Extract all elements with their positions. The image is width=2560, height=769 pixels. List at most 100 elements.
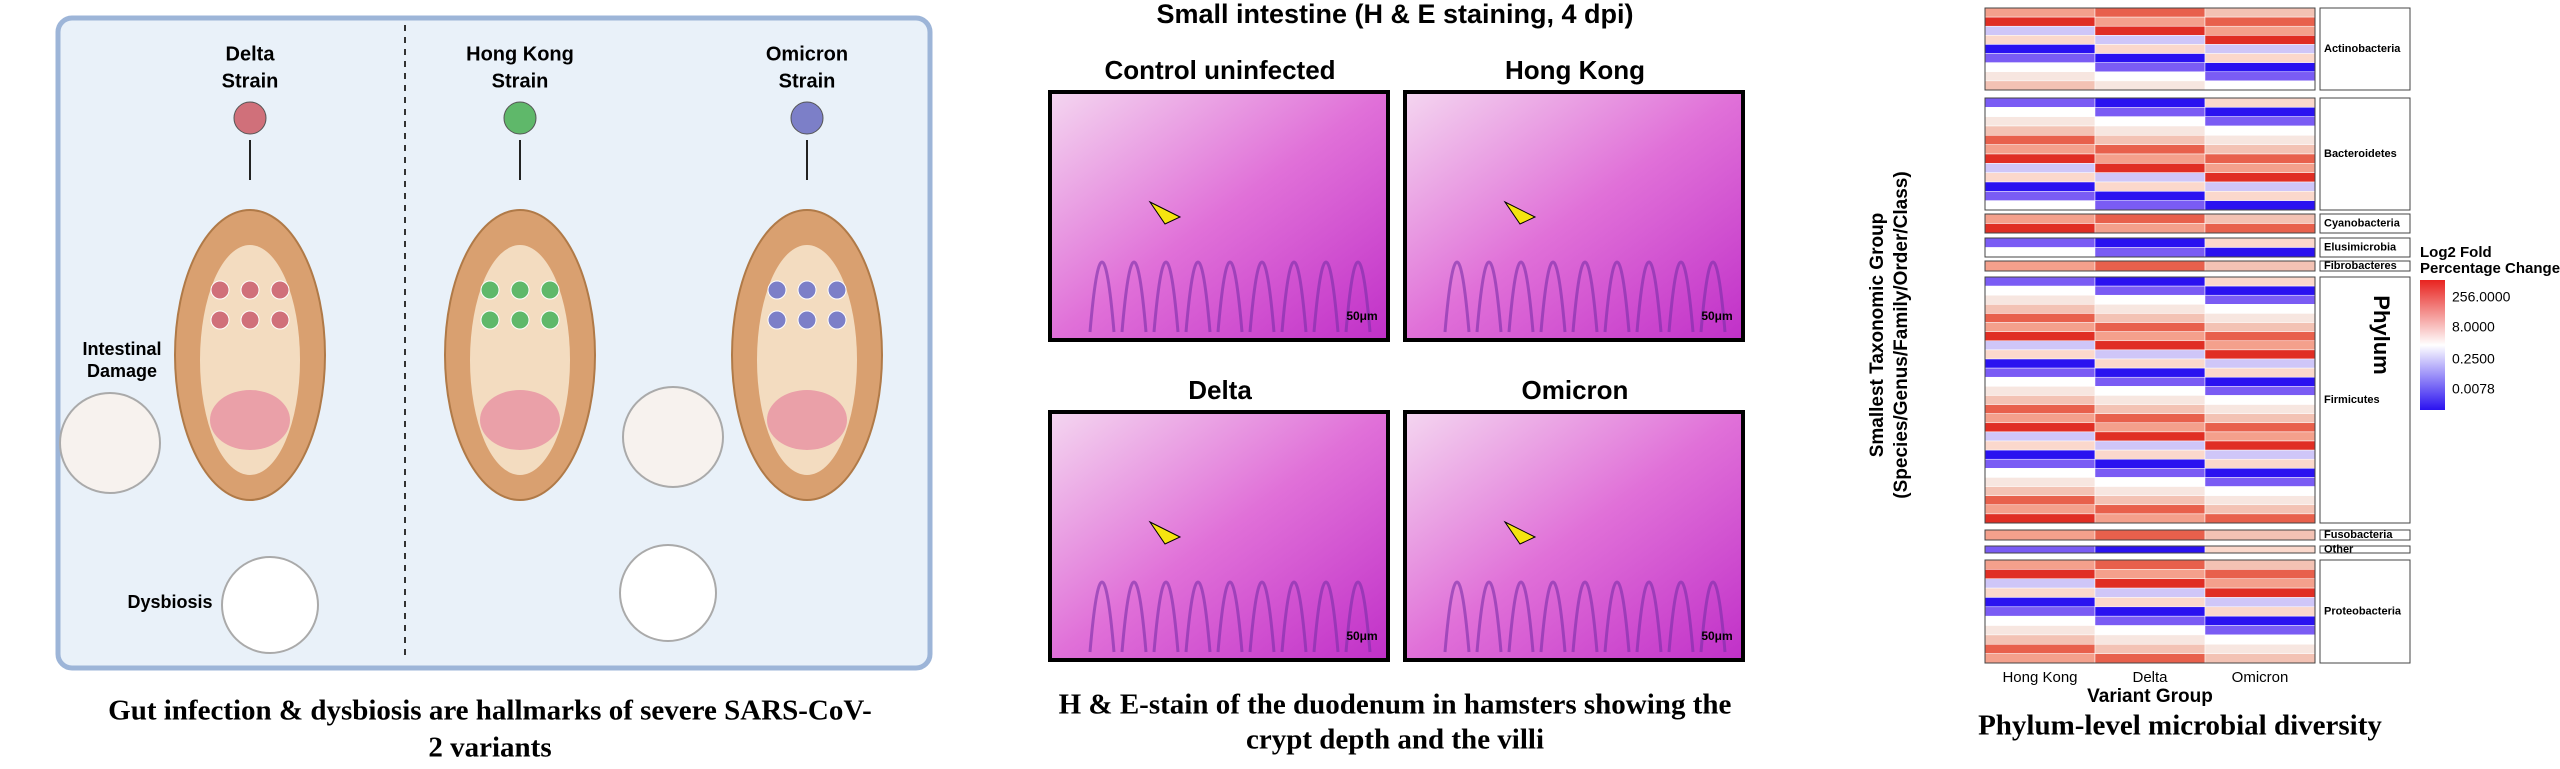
heat-cell	[1984, 422, 2096, 433]
organ-virus	[270, 280, 290, 300]
panel-label: Delta	[1188, 375, 1252, 405]
heat-cell	[2094, 200, 2206, 211]
heat-cell	[1984, 116, 2096, 127]
heat-cell	[1984, 449, 2096, 460]
phylum-box	[2319, 559, 2411, 664]
heat-cell	[1984, 559, 2096, 570]
villus	[1571, 580, 1599, 653]
villus	[1507, 580, 1535, 653]
heat-cell	[2204, 458, 2316, 469]
phylum-axis-label: Phylum	[2369, 295, 2394, 374]
villus	[1635, 580, 1663, 653]
heat-cell	[2204, 44, 2316, 54]
heat-cell	[2094, 587, 2206, 598]
zoom-circle	[619, 544, 717, 642]
heat-cell	[2204, 340, 2316, 351]
heat-cell	[2094, 529, 2206, 541]
heat-cell	[1984, 376, 2096, 387]
villus	[1184, 580, 1212, 653]
heat-cell	[1984, 294, 2096, 305]
heat-cell	[1984, 153, 2096, 164]
villus	[1312, 580, 1340, 653]
group-box	[1984, 97, 2316, 211]
heat-cell	[2094, 578, 2206, 589]
heat-cell	[2094, 97, 2206, 108]
heat-cell	[2094, 559, 2206, 570]
heat-cell	[2094, 237, 2206, 248]
heat-cell	[2204, 80, 2316, 91]
heat-cell	[2094, 468, 2206, 478]
heat-cell	[1984, 578, 2096, 589]
heat-cell	[2204, 16, 2316, 27]
heat-cell	[2094, 313, 2206, 323]
heat-cell	[2204, 276, 2316, 287]
heat-cell	[2204, 97, 2316, 108]
heat-cell	[2094, 431, 2206, 442]
heat-cell	[2204, 587, 2316, 598]
heat-cell	[1984, 340, 2096, 351]
phylum-name: Fusobacteria	[2324, 529, 2393, 541]
organ-virus	[827, 310, 847, 330]
heat-cell	[2094, 7, 2206, 18]
group-box	[1984, 260, 2316, 272]
strain-label: Omicron	[766, 43, 848, 65]
phylum-box	[2319, 276, 2411, 524]
heat-cell	[2094, 116, 2206, 127]
heat-cell	[1984, 163, 2096, 173]
caption: 2 variants	[428, 732, 551, 764]
heat-cell	[2094, 331, 2206, 342]
villus	[1475, 260, 1503, 333]
heat-cell	[2204, 144, 2316, 155]
heat-cell	[2204, 495, 2316, 506]
caption: crypt depth and the villi	[1246, 724, 1544, 756]
heat-cell	[2094, 634, 2206, 645]
heat-cell	[1984, 495, 2096, 506]
heat-cell	[2094, 71, 2206, 82]
villus	[1667, 580, 1695, 653]
strain-label: Strain	[222, 70, 279, 92]
scale-label: 50μm	[1701, 629, 1732, 643]
organ-virus	[270, 310, 290, 330]
legend-title: Log2 Fold	[2420, 244, 2492, 261]
micrograph	[1403, 90, 1745, 342]
heat-cell	[1984, 404, 2096, 414]
organ-virus	[480, 310, 500, 330]
panel-label: Omicron	[1522, 375, 1629, 405]
heat-cell	[1984, 440, 2096, 451]
heat-cell	[1984, 53, 2096, 63]
heat-cell	[2204, 285, 2316, 296]
heat-cell	[2204, 331, 2316, 342]
heat-cell	[2204, 569, 2316, 579]
organ-virus	[210, 280, 230, 300]
heat-cell	[1984, 285, 2096, 296]
villus	[1699, 580, 1727, 653]
heat-cell	[2094, 25, 2206, 36]
heat-cell	[2094, 191, 2206, 201]
villus	[1216, 260, 1244, 333]
villus	[1603, 580, 1631, 653]
organ-virus	[240, 280, 260, 300]
heat-cell	[1984, 634, 2096, 645]
heat-cell	[2094, 413, 2206, 424]
heat-cell	[2094, 569, 2206, 579]
heat-cell	[2094, 163, 2206, 173]
zoom-circle	[221, 556, 319, 654]
heat-cell	[2204, 71, 2316, 82]
heat-cell	[2094, 322, 2206, 332]
villus	[1667, 260, 1695, 333]
heat-cell	[1984, 71, 2096, 82]
group-box	[1984, 7, 2316, 91]
villus	[1152, 260, 1180, 333]
heat-cell	[2094, 504, 2206, 515]
heat-cell	[1984, 213, 2096, 224]
heat-cell	[2094, 495, 2206, 506]
micrograph	[1048, 410, 1390, 662]
y-axis-label: Smallest Taxonomic Group	[1867, 213, 1888, 458]
heat-cell	[2094, 213, 2206, 224]
heat-cell	[1984, 276, 2096, 287]
heat-cell	[1984, 513, 2096, 524]
phylum-box	[2319, 213, 2411, 234]
heat-cell	[2094, 404, 2206, 414]
heat-cell	[2204, 200, 2316, 211]
heat-cell	[2204, 513, 2316, 524]
